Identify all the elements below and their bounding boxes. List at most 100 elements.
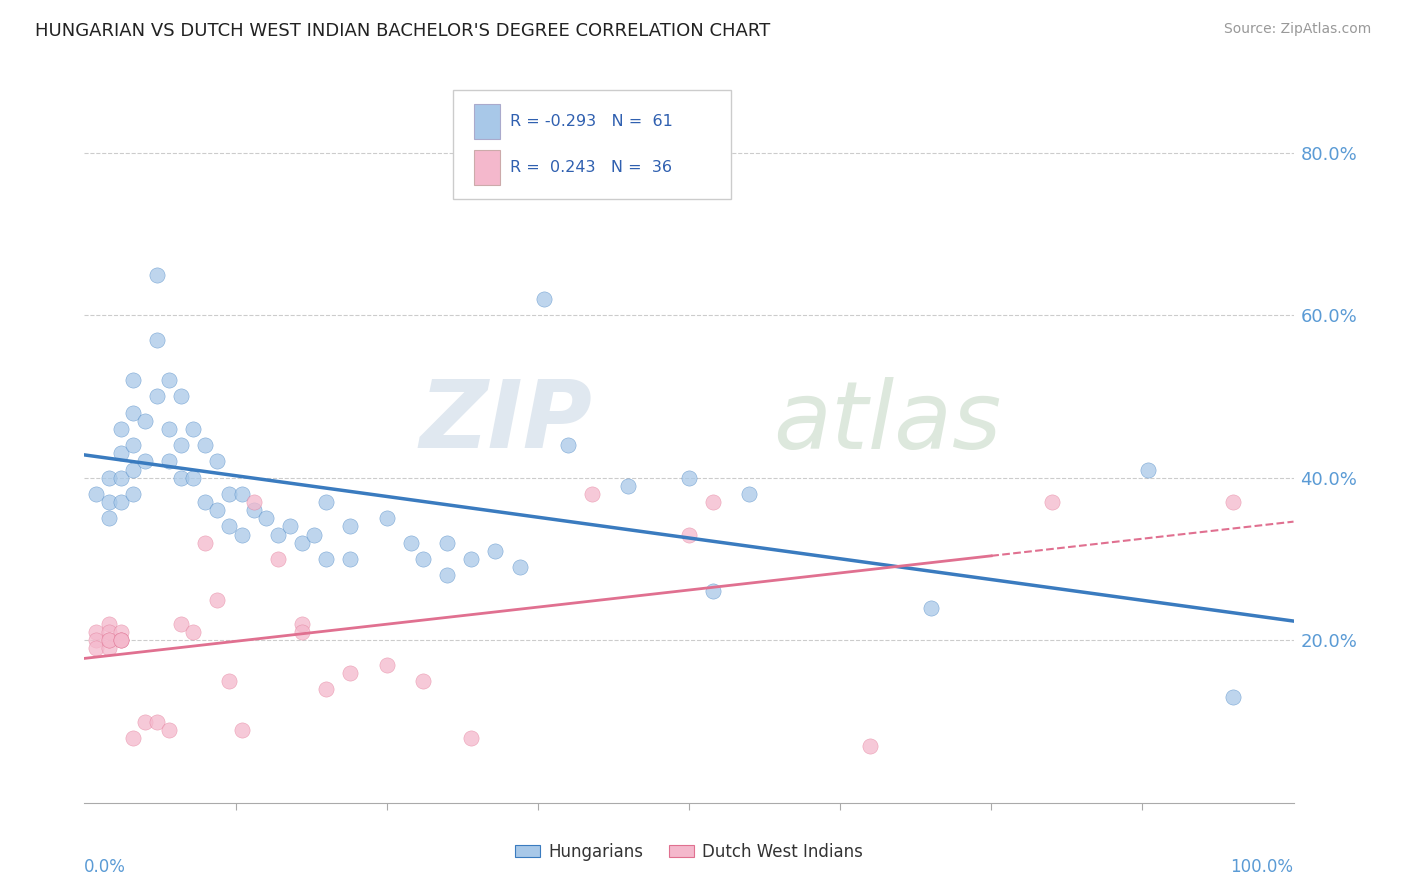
- Point: [436, 568, 458, 582]
- FancyBboxPatch shape: [474, 104, 501, 139]
- Point: [146, 389, 169, 403]
- Point: [146, 333, 169, 347]
- Point: [702, 584, 724, 599]
- Text: 0.0%: 0.0%: [84, 858, 127, 876]
- Point: [412, 552, 434, 566]
- Point: [291, 625, 314, 640]
- Text: 100.0%: 100.0%: [1230, 858, 1294, 876]
- Point: [97, 617, 120, 632]
- Point: [134, 414, 156, 428]
- Point: [157, 723, 180, 737]
- Point: [533, 292, 555, 306]
- Point: [678, 471, 700, 485]
- Point: [134, 454, 156, 468]
- Point: [375, 511, 398, 525]
- Point: [231, 487, 253, 501]
- Text: atlas: atlas: [773, 377, 1002, 468]
- Point: [134, 714, 156, 729]
- Legend: Hungarians, Dutch West Indians: Hungarians, Dutch West Indians: [509, 837, 869, 868]
- Y-axis label: Bachelor's Degree: Bachelor's Degree: [0, 361, 8, 513]
- Point: [460, 731, 482, 745]
- Text: R =  0.243   N =  36: R = 0.243 N = 36: [510, 160, 672, 175]
- Point: [146, 714, 169, 729]
- Point: [509, 560, 531, 574]
- Point: [291, 535, 314, 549]
- Point: [110, 495, 132, 509]
- Point: [436, 535, 458, 549]
- Point: [557, 438, 579, 452]
- Point: [738, 487, 761, 501]
- Point: [267, 552, 290, 566]
- Point: [121, 487, 143, 501]
- Point: [121, 731, 143, 745]
- Point: [110, 471, 132, 485]
- Point: [375, 657, 398, 672]
- Point: [339, 519, 361, 533]
- Point: [231, 723, 253, 737]
- Point: [460, 552, 482, 566]
- Point: [110, 625, 132, 640]
- Point: [242, 503, 264, 517]
- Point: [1040, 495, 1063, 509]
- Point: [170, 617, 193, 632]
- Point: [339, 552, 361, 566]
- Point: [315, 495, 337, 509]
- Point: [181, 625, 204, 640]
- Point: [1222, 495, 1244, 509]
- Point: [339, 665, 361, 680]
- Point: [207, 454, 229, 468]
- Point: [315, 681, 337, 696]
- Point: [617, 479, 640, 493]
- Text: ZIP: ZIP: [419, 376, 592, 468]
- Text: HUNGARIAN VS DUTCH WEST INDIAN BACHELOR'S DEGREE CORRELATION CHART: HUNGARIAN VS DUTCH WEST INDIAN BACHELOR'…: [35, 22, 770, 40]
- Text: R = -0.293   N =  61: R = -0.293 N = 61: [510, 114, 673, 129]
- Point: [218, 487, 240, 501]
- Point: [110, 633, 132, 648]
- Point: [315, 552, 337, 566]
- Point: [194, 438, 217, 452]
- Point: [170, 438, 193, 452]
- Point: [207, 592, 229, 607]
- Point: [97, 471, 120, 485]
- Point: [97, 511, 120, 525]
- Point: [678, 527, 700, 541]
- Point: [97, 633, 120, 648]
- Point: [702, 495, 724, 509]
- Point: [278, 519, 301, 533]
- Point: [267, 527, 290, 541]
- Point: [86, 625, 108, 640]
- Point: [97, 633, 120, 648]
- Point: [86, 633, 108, 648]
- Point: [242, 495, 264, 509]
- Point: [1222, 690, 1244, 705]
- Point: [181, 422, 204, 436]
- Point: [859, 739, 882, 753]
- Point: [97, 625, 120, 640]
- Point: [97, 641, 120, 656]
- Point: [121, 373, 143, 387]
- Point: [181, 471, 204, 485]
- FancyBboxPatch shape: [474, 151, 501, 186]
- Point: [291, 617, 314, 632]
- Point: [399, 535, 422, 549]
- Point: [86, 641, 108, 656]
- Point: [110, 633, 132, 648]
- Point: [207, 503, 229, 517]
- Point: [412, 673, 434, 688]
- Point: [194, 495, 217, 509]
- Point: [146, 268, 169, 282]
- Point: [157, 454, 180, 468]
- Point: [121, 438, 143, 452]
- Point: [157, 422, 180, 436]
- Point: [302, 527, 325, 541]
- Point: [254, 511, 277, 525]
- Point: [218, 673, 240, 688]
- Point: [920, 600, 942, 615]
- Point: [97, 495, 120, 509]
- Point: [121, 462, 143, 476]
- Point: [110, 633, 132, 648]
- Point: [170, 389, 193, 403]
- Point: [581, 487, 603, 501]
- Point: [110, 422, 132, 436]
- Point: [231, 527, 253, 541]
